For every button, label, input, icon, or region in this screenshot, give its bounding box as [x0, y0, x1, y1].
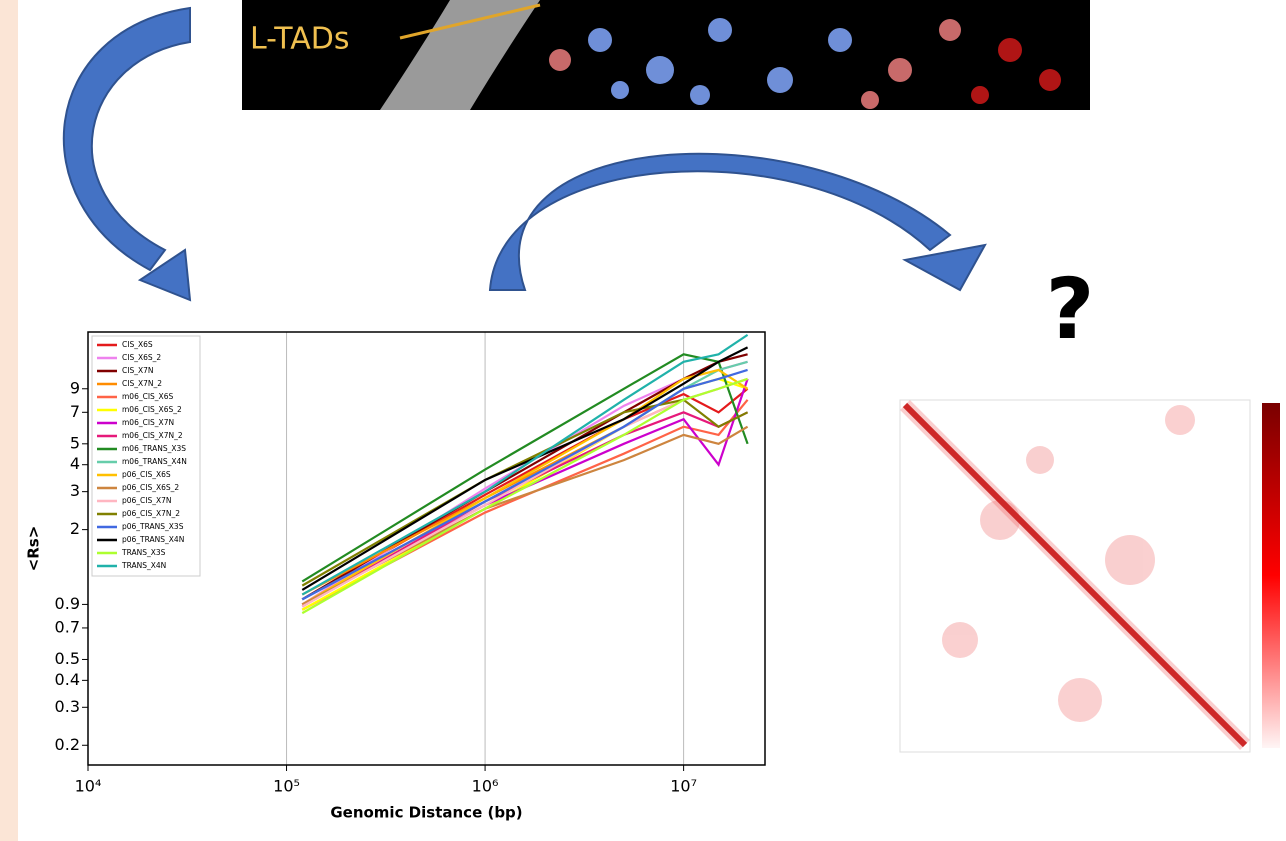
legend-label: p06_CIS_X6S	[122, 470, 171, 479]
arrow	[488, 152, 987, 292]
legend-label: m06_TRANS_X4N	[122, 457, 187, 466]
legend-label: p06_TRANS_X3S	[122, 522, 184, 531]
series-line	[301, 368, 748, 601]
y-tick-label: 0.2	[55, 735, 80, 754]
legend-box	[91, 335, 201, 577]
series-line	[301, 425, 749, 606]
y-tick-label: 2	[70, 519, 80, 538]
legend-label: p06_CIS_X7N_2	[122, 509, 180, 518]
series-line	[301, 346, 749, 591]
x-tick-label: 10⁶	[472, 777, 499, 796]
legend-label: TRANS_X3S	[121, 548, 166, 557]
legend-label: m06_CIS_X7N	[122, 418, 174, 427]
legend-label: m06_CIS_X6S	[122, 392, 173, 401]
side-strip	[0, 0, 18, 841]
series-line	[301, 353, 749, 583]
structure-image: L-TADs	[242, 0, 1090, 110]
y-tick-label: 5	[70, 433, 80, 452]
legend-label: p06_CIS_X6S_2	[122, 483, 179, 492]
y-tick-label: 4	[70, 454, 80, 473]
y-tick-label: 0.3	[55, 697, 80, 716]
y-tick-label: 7	[70, 402, 80, 421]
y-tick-label: 0.7	[55, 617, 80, 636]
legend-label: CIS_X7N	[122, 366, 153, 375]
y-tick-label: 3	[70, 481, 80, 500]
legend-label: m06_TRANS_X3S	[122, 444, 186, 453]
legend-label: CIS_X7N_2	[122, 379, 162, 388]
plot-area	[88, 332, 765, 765]
legend-label: TRANS_X4N	[121, 561, 166, 570]
x-tick-label: 10⁷	[670, 777, 697, 796]
y-tick-label: 0.9	[55, 594, 80, 613]
x-tick-label: 10⁴	[75, 777, 102, 796]
question-mark: ?	[1046, 260, 1095, 358]
x-axis-label: Genomic Distance (bp)	[330, 804, 522, 822]
legend-label: m06_CIS_X7N_2	[122, 431, 183, 440]
series-line	[301, 333, 749, 596]
y-tick-label: 9	[70, 378, 80, 397]
legend-label: CIS_X6S_2	[122, 353, 161, 362]
plot-frame	[87, 331, 766, 766]
chart: 10⁴ 10⁵ 10⁶ 10⁷ 0.2 0.3 0.4 0.5 0.7 0.9 2 3 4 5 7 9 CIS_…	[25, 331, 766, 822]
series-line	[301, 399, 749, 611]
legend-label: p06_TRANS_X4N	[122, 535, 184, 544]
image-label: L-TADs	[250, 22, 350, 57]
heatmap-image	[899, 399, 1280, 753]
legend-label: m06_CIS_X6S_2	[122, 405, 182, 414]
series-line	[301, 377, 748, 615]
y-tick-label: 0.5	[55, 649, 80, 668]
arrow	[62, 6, 192, 302]
legend-label: CIS_X6S	[122, 340, 153, 349]
series-line	[301, 368, 749, 606]
y-axis-label: <Rs>	[25, 526, 43, 572]
y-tick-label: 0.4	[55, 670, 80, 689]
legend-label: p06_CIS_X7N	[122, 496, 172, 505]
x-tick-label: 10⁵	[273, 777, 300, 796]
